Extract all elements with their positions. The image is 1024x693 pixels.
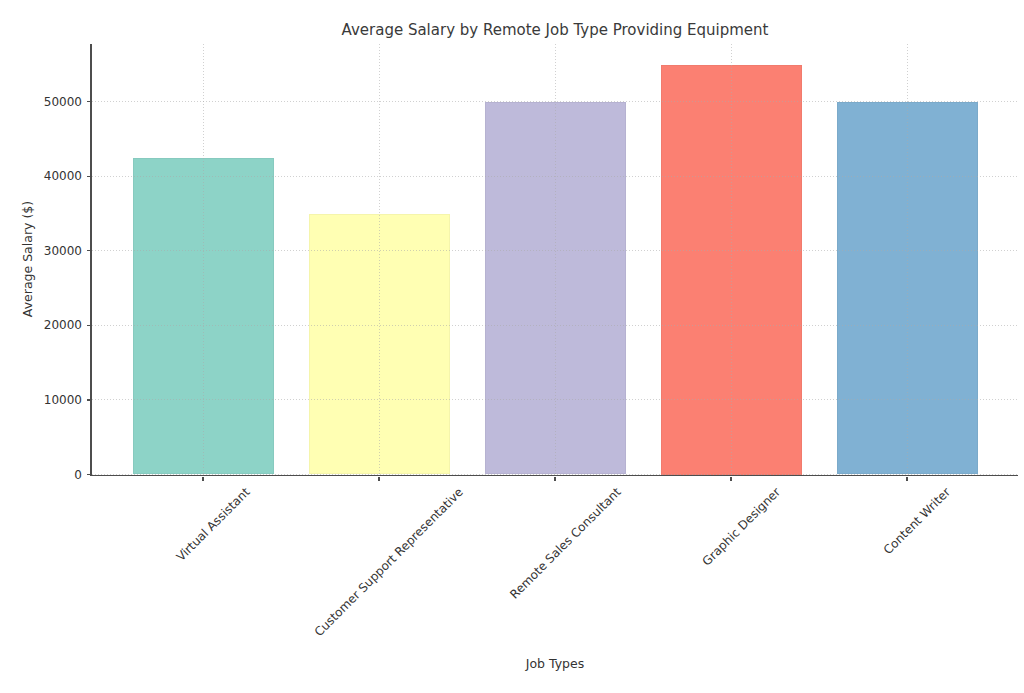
x-tick-mark [554,477,555,481]
y-axis-label: Average Salary ($) [20,201,35,317]
chart-title: Average Salary by Remote Job Type Provid… [342,21,769,39]
y-tick-label: 30000 [44,244,82,258]
v-gridline [203,44,204,475]
v-gridline [907,44,908,475]
x-tick-label: Graphic Designer [700,485,784,569]
v-gridline [555,44,556,475]
y-tick-label: 40000 [44,169,82,183]
x-tick-label: Remote Sales Consultant [507,485,624,602]
x-tick-mark [730,477,731,481]
y-axis-spine [90,44,92,476]
x-axis-label: Job Types [526,656,584,671]
plot-area: 01000020000300004000050000Virtual Assist… [92,44,1018,475]
x-tick-label: Content Writer [881,485,954,558]
y-tick-label: 50000 [44,95,82,109]
x-tick-mark [202,477,203,481]
v-gridline [379,44,380,475]
y-tick-label: 10000 [44,393,82,407]
y-tick-label: 0 [74,468,82,482]
v-gridline [731,44,732,475]
x-tick-mark [906,477,907,481]
bar-chart-figure: Average Salary by Remote Job Type Provid… [0,0,1024,693]
y-tick-label: 20000 [44,318,82,332]
x-tick-label: Virtual Assistant [174,485,254,565]
x-tick-label: Customer Support Representative [312,485,467,640]
x-tick-mark [378,477,379,481]
